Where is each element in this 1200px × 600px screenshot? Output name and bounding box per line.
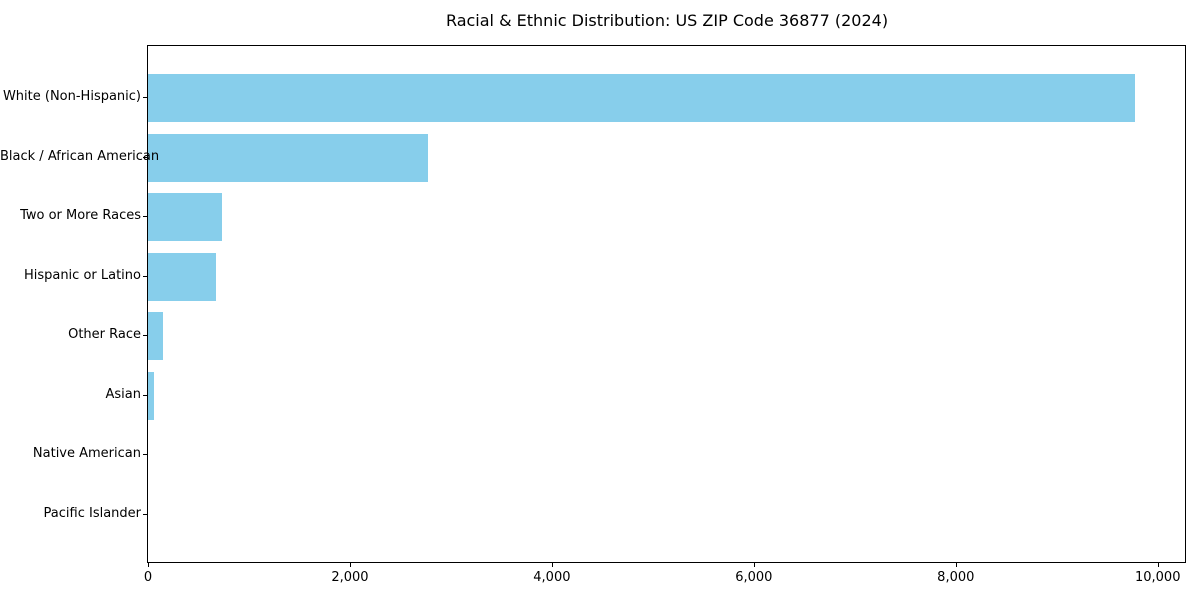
- y-tick-mark: [143, 513, 147, 515]
- x-tick-mark: [753, 563, 755, 567]
- x-tick-mark: [1157, 563, 1159, 567]
- y-tick-label-native-american: Native American: [32, 446, 141, 462]
- bar-white-non-hispanic: [148, 74, 1135, 122]
- x-tick-label-0: 0: [143, 570, 153, 585]
- y-tick-mark: [143, 394, 147, 396]
- x-tick-mark: [551, 563, 553, 567]
- x-tick-label-8000: 8,000: [937, 570, 975, 585]
- y-tick-label-two-or-more-races: Two or More Races: [20, 208, 141, 224]
- bar-hispanic-or-latino: [148, 252, 217, 301]
- y-tick-label-hispanic-or-latino: Hispanic or Latino: [23, 267, 141, 283]
- x-tick-mark: [349, 563, 351, 567]
- y-tick-label-black-african-american: Black / African American: [0, 148, 160, 164]
- x-tick-mark: [148, 563, 149, 567]
- y-tick-label-white-non-hispanic: White (Non-Hispanic): [2, 89, 141, 104]
- y-tick-mark: [143, 97, 147, 98]
- y-tick-mark: [143, 275, 147, 277]
- y-tick-mark: [143, 156, 147, 158]
- x-tick-label-10000: 10,000: [1134, 570, 1181, 585]
- bar-other-race: [148, 312, 164, 361]
- y-tick-mark: [143, 454, 147, 456]
- y-tick-mark: [143, 216, 147, 218]
- y-tick-mark: [143, 335, 147, 337]
- bar-asian: [148, 371, 155, 420]
- x-tick-label-4000: 4,000: [533, 570, 571, 585]
- x-tick-label-2000: 2,000: [331, 570, 369, 585]
- bar-two-or-more-races: [148, 193, 223, 242]
- x-tick-label-6000: 6,000: [735, 570, 773, 585]
- bar-black-african-american: [148, 133, 428, 182]
- plot-area: [147, 45, 1186, 563]
- y-tick-label-asian: Asian: [105, 386, 141, 402]
- y-tick-label-other-race: Other Race: [68, 327, 141, 343]
- chart-title: Racial & Ethnic Distribution: US ZIP Cod…: [445, 11, 889, 30]
- x-tick-mark: [955, 563, 957, 567]
- y-tick-label-pacific-islander: Pacific Islander: [43, 505, 141, 521]
